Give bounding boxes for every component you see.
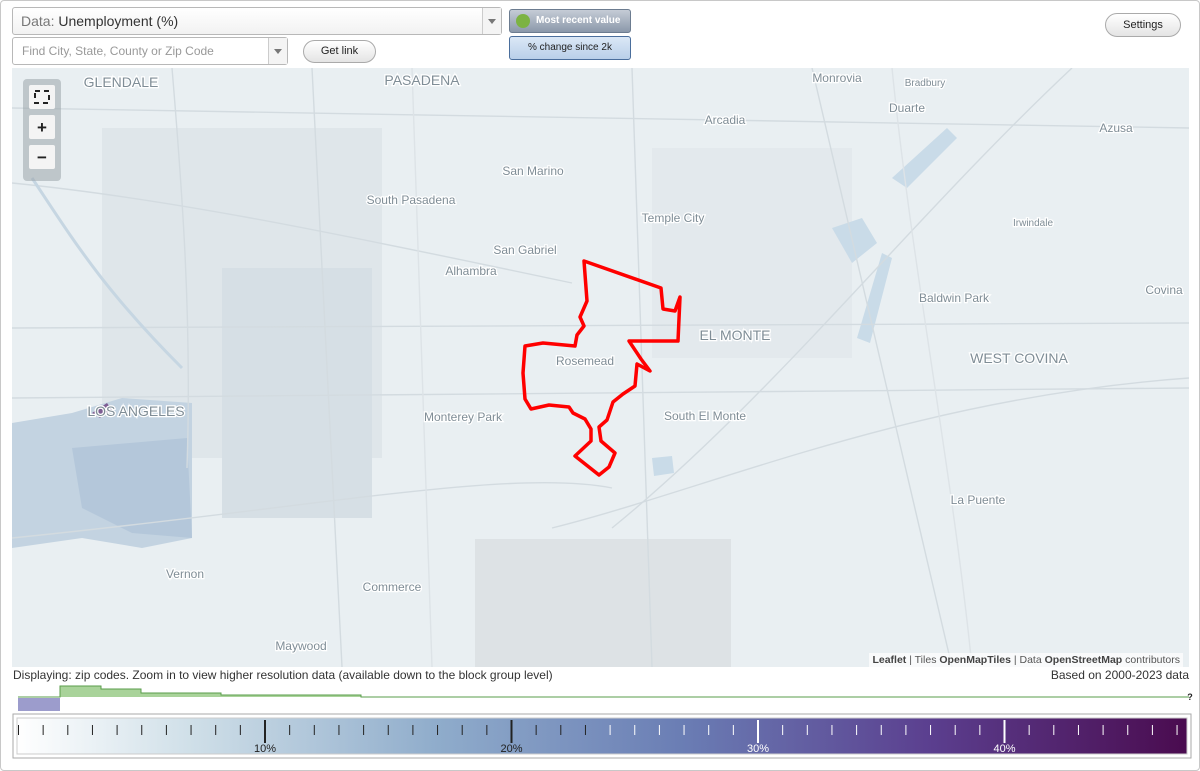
mode-button-active[interactable]: Most recent value <box>509 9 631 33</box>
map-label: Irwindale <box>1013 218 1053 229</box>
attribution-text: contributors <box>1125 654 1180 666</box>
attribution-text: | Tiles <box>909 654 937 666</box>
map-label: Alhambra <box>445 264 497 278</box>
attribution: Leaflet | Tiles OpenMapTiles | Data Open… <box>869 653 1183 667</box>
map-shading <box>12 128 957 667</box>
legend-tick-label: 40% <box>993 743 1015 755</box>
legend-tick-label: 10% <box>254 743 276 755</box>
map-label: Bradbury <box>905 78 946 89</box>
map-label: San Gabriel <box>493 243 556 257</box>
map-label: Monterey Park <box>424 410 503 424</box>
map-label: Covina <box>1145 283 1183 297</box>
legend-gradient <box>16 717 1188 755</box>
histogram-help[interactable]: ? <box>1187 692 1193 702</box>
map-label: Commerce <box>363 580 422 594</box>
zoom-controls: + − <box>23 79 61 181</box>
attribution-link[interactable]: Leaflet <box>872 654 907 666</box>
map-label: GLENDALE <box>84 74 159 90</box>
histogram <box>18 685 1189 698</box>
mode-button[interactable]: % change since 2k <box>509 36 631 60</box>
map[interactable]: GLENDALE PASADENA Monrovia Bradbury Duarte Ar… <box>12 68 1189 667</box>
map-label: LOS ANGELES <box>87 403 184 419</box>
fullscreen-button[interactable] <box>29 85 55 109</box>
search-box[interactable]: Find City, State, County or Zip Code <box>12 37 288 65</box>
data-dropdown[interactable]: Data: Unemployment (%) <box>12 7 502 35</box>
map-label: Arcadia <box>705 113 746 127</box>
fullscreen-icon <box>34 90 50 104</box>
get-link-button[interactable]: Get link <box>303 40 376 63</box>
map-label: Monrovia <box>812 71 862 85</box>
map-label: San Marino <box>502 164 564 178</box>
check-icon <box>516 14 530 28</box>
attribution-link[interactable]: OpenMapTiles <box>939 654 1011 666</box>
map-label: Baldwin Park <box>919 291 990 305</box>
legend-ticks: 10%20%30%40%50% <box>18 720 1178 755</box>
dropdown-label: Data: <box>21 13 55 29</box>
map-label: Azusa <box>1099 121 1133 135</box>
status-text: Displaying: zip codes. Zoom in to view h… <box>13 668 553 682</box>
attribution-link[interactable]: OpenStreetMap <box>1044 654 1123 666</box>
map-label: La Puente <box>951 493 1006 507</box>
legend-tick-label: 30% <box>747 743 769 755</box>
settings-button[interactable]: Settings <box>1105 13 1181 37</box>
zoom-in-label: + <box>37 118 47 137</box>
roads <box>12 68 1189 667</box>
dropdown-value: Unemployment (%) <box>58 13 179 29</box>
map-label: Temple City <box>642 211 705 225</box>
map-label: PASADENA <box>384 72 460 88</box>
dropdown-arrow <box>482 8 501 34</box>
selected-area[interactable] <box>521 259 682 477</box>
map-label: EL MONTE <box>699 327 770 343</box>
map-label: Rosemead <box>556 354 614 368</box>
legend: ? 10%20%30%40%50% <box>12 685 1193 759</box>
map-label: South Pasadena <box>367 193 456 207</box>
map-labels: GLENDALE PASADENA Monrovia Bradbury Duarte Ar… <box>82 70 1184 655</box>
attribution-text: | Data <box>1013 654 1042 666</box>
search-placeholder: Find City, State, County or Zip Code <box>22 44 214 58</box>
zoom-out-label: − <box>37 148 47 167</box>
map-label: Vernon <box>166 567 204 581</box>
search-arrow <box>268 38 287 64</box>
map-label: Duarte <box>889 101 925 115</box>
zoom-out-button[interactable] <box>29 145 55 169</box>
legend-tick-label: 20% <box>500 743 522 755</box>
basis-text: Based on 2000-2023 data <box>1050 668 1189 682</box>
mode-label: Most recent value <box>536 15 621 26</box>
map-label: South El Monte <box>664 409 746 423</box>
zoom-in-button[interactable] <box>29 115 55 139</box>
map-label: WEST COVINA <box>970 350 1068 366</box>
histogram-secondary <box>18 698 60 711</box>
map-label: Maywood <box>275 639 326 653</box>
